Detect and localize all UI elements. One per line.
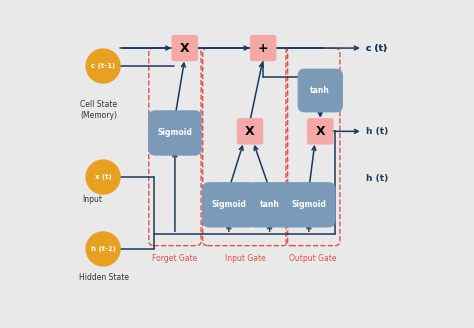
FancyBboxPatch shape [298,69,343,113]
FancyBboxPatch shape [237,118,263,145]
Text: X: X [245,125,255,138]
Text: Output Gate: Output Gate [289,254,337,263]
FancyBboxPatch shape [282,182,336,228]
FancyBboxPatch shape [247,182,292,228]
FancyBboxPatch shape [202,182,255,228]
Text: X: X [316,125,325,138]
FancyBboxPatch shape [250,35,276,61]
Text: Sigmoid: Sigmoid [292,200,326,209]
Text: Sigmoid: Sigmoid [211,200,246,209]
Text: c (t): c (t) [366,44,387,52]
Text: Hidden State: Hidden State [79,274,128,282]
Text: +: + [258,42,268,54]
Text: x (t): x (t) [95,174,111,180]
FancyBboxPatch shape [148,110,202,156]
Text: h (t): h (t) [366,127,388,136]
Text: c (t): c (t) [366,44,387,52]
Text: Input: Input [82,195,102,204]
FancyBboxPatch shape [307,118,334,145]
Text: Input Gate: Input Gate [225,254,265,263]
Text: h (t-1): h (t-1) [91,246,116,252]
Circle shape [86,49,120,83]
Text: Cell State
(Memory): Cell State (Memory) [80,100,118,120]
Text: Forget Gate: Forget Gate [152,254,198,263]
Text: tanh: tanh [310,86,330,95]
Text: c (t-1): c (t-1) [91,63,115,69]
FancyBboxPatch shape [172,35,198,61]
Circle shape [86,232,120,266]
Text: tanh: tanh [260,200,280,209]
Text: Sigmoid: Sigmoid [157,129,192,137]
Text: X: X [180,42,190,54]
Circle shape [86,160,120,194]
Text: h (t): h (t) [366,174,388,183]
